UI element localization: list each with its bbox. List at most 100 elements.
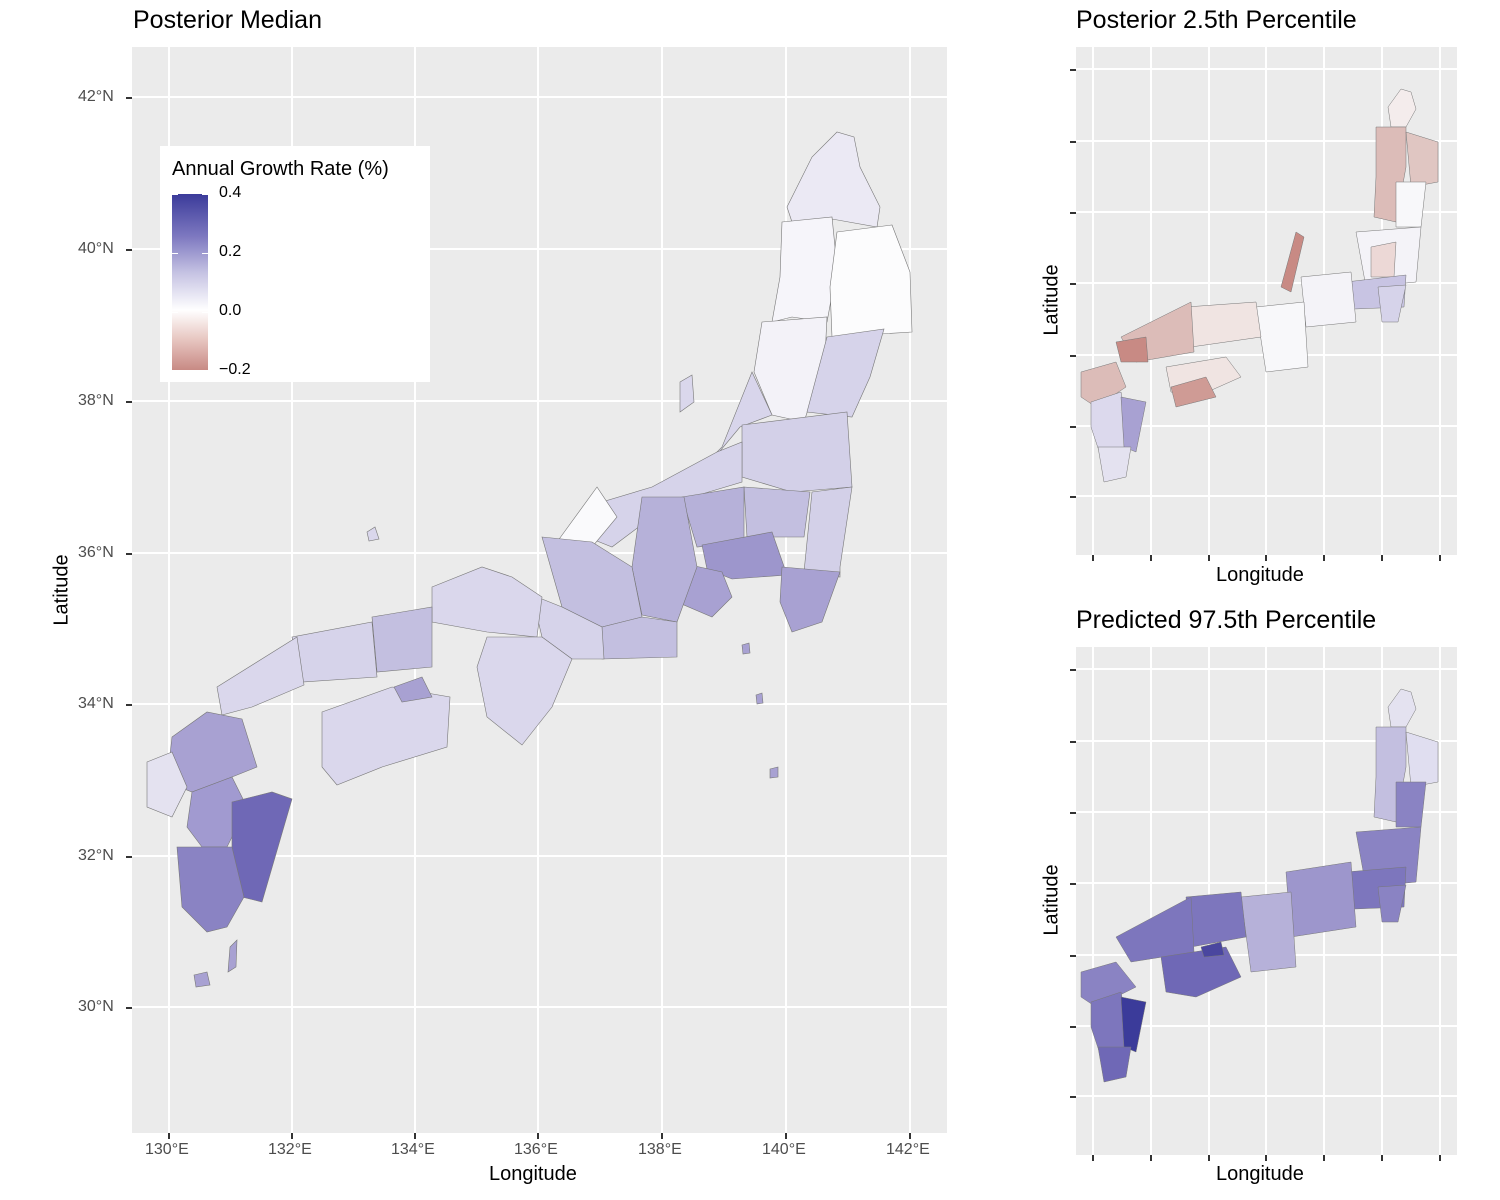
izu-island-1: [741, 642, 751, 655]
y-tick-mark: [126, 249, 132, 251]
kinki-region: [1240, 891, 1297, 973]
legend-tick-mark: [172, 194, 178, 195]
tr-y-tick-mark: [1070, 212, 1076, 214]
legend-label-mid-high: 0.2: [219, 243, 242, 260]
kinki-region: [1255, 301, 1309, 373]
y-tick-label-38n: 38°N: [78, 392, 114, 409]
y-tick-label-42n: 42°N: [78, 88, 114, 105]
miyagi-region: [806, 328, 885, 418]
saitama-tokyo-region: [701, 531, 788, 580]
legend-label-low: −0.2: [219, 361, 251, 378]
top-right-prefectures: [1080, 88, 1439, 483]
x-tick-mark: [537, 1133, 539, 1139]
tr-x-tick-mark: [1265, 555, 1267, 561]
kinki-north-region: [431, 566, 543, 638]
sado-island: [679, 374, 695, 413]
x-tick-label-134e: 134°E: [391, 1141, 435, 1158]
boso-region: [1377, 284, 1407, 323]
kochi-region: [1170, 376, 1217, 408]
br-y-tick-mark: [1070, 669, 1076, 671]
kagoshima-region: [1097, 1046, 1132, 1083]
chugoku-east-region: [371, 606, 433, 673]
top-right-x-axis-title: Longitude: [1216, 564, 1304, 586]
chugoku-west-region: [1115, 896, 1195, 963]
br-y-tick-mark: [1070, 955, 1076, 957]
y-tick-label-40n: 40°N: [78, 240, 114, 257]
br-y-tick-mark: [1070, 741, 1076, 743]
legend-label-zero: 0.0: [219, 302, 242, 319]
br-x-tick-mark: [1323, 1155, 1325, 1161]
aomori-region: [771, 216, 838, 323]
bottom-right-panel-title: Predicted 97.5th Percentile: [1076, 606, 1377, 634]
legend-tick-mark: [172, 253, 178, 254]
main-y-axis-title: Latitude: [50, 554, 73, 626]
x-tick-mark: [785, 1133, 787, 1139]
x-tick-label-130e: 130°E: [145, 1141, 189, 1158]
legend-tick-mark: [202, 253, 208, 254]
main-map-panel: Annual Growth Rate (%) 0.4 0.2 0.0 −0.2: [132, 47, 947, 1133]
color-legend: Annual Growth Rate (%) 0.4 0.2 0.0 −0.2: [160, 146, 430, 382]
x-tick-label-136e: 136°E: [514, 1141, 558, 1158]
main-prefectures: [146, 131, 913, 988]
tr-y-tick-mark: [1070, 496, 1076, 498]
niigata-region: [586, 441, 743, 548]
br-x-tick-mark: [1092, 1155, 1094, 1161]
x-tick-label-142e: 142°E: [886, 1141, 930, 1158]
fukushima-region: [741, 411, 853, 493]
miyazaki-region: [1120, 396, 1147, 453]
boso-region: [1377, 884, 1407, 923]
br-y-tick-mark: [1070, 812, 1076, 814]
tr-x-tick-mark: [1439, 555, 1441, 561]
br-x-tick-mark: [1439, 1155, 1441, 1161]
bottom-right-y-axis-title: Latitude: [1040, 864, 1063, 936]
awaji-region: [393, 676, 433, 703]
x-tick-mark: [661, 1133, 663, 1139]
br-y-tick-mark: [1070, 883, 1076, 885]
top-right-panel-title: Posterior 2.5th Percentile: [1076, 6, 1357, 34]
oki-island: [366, 526, 380, 542]
main-x-axis-title: Longitude: [489, 1163, 577, 1185]
legend-color-bar: [172, 194, 208, 370]
x-tick-mark: [291, 1133, 293, 1139]
br-y-tick-mark: [1070, 1026, 1076, 1028]
y-tick-mark: [126, 1007, 132, 1009]
tr-x-tick-mark: [1150, 555, 1152, 561]
legend-tick-mark: [202, 312, 208, 313]
kanto-east-region: [1370, 241, 1397, 278]
izu-island-2: [755, 692, 764, 705]
chugoku-east-region: [1185, 891, 1247, 948]
chubu-region: [1285, 861, 1357, 938]
x-tick-mark: [909, 1133, 911, 1139]
tr-x-tick-mark: [1092, 555, 1094, 561]
tr-y-tick-mark: [1070, 355, 1076, 357]
main-panel-title: Posterior Median: [133, 6, 322, 34]
x-tick-mark: [414, 1133, 416, 1139]
main-map-svg: [132, 47, 947, 1133]
yakushima-region: [193, 971, 211, 988]
br-y-tick-mark: [1070, 1096, 1076, 1098]
bottom-right-map-svg: [1076, 647, 1457, 1155]
br-x-tick-mark: [1381, 1155, 1383, 1161]
hokkaido-tip-region: [786, 131, 881, 228]
iwate-region: [829, 224, 913, 338]
br-x-tick-mark: [1265, 1155, 1267, 1161]
x-tick-label-132e: 132°E: [268, 1141, 312, 1158]
top-right-map-svg: [1076, 47, 1457, 555]
y-tick-mark: [126, 856, 132, 858]
y-tick-mark: [126, 97, 132, 99]
ibaraki-region: [803, 486, 853, 578]
chubu-region: [1300, 271, 1357, 328]
chiba-region: [779, 566, 841, 633]
hokkaido-tip-region: [1387, 688, 1417, 728]
tr-x-tick-mark: [1208, 555, 1210, 561]
tohoku-east-region: [1405, 131, 1439, 188]
y-tick-label-32n: 32°N: [78, 847, 114, 864]
yamaguchi-region: [1115, 336, 1149, 363]
x-tick-label-140e: 140°E: [762, 1141, 806, 1158]
kyushu-west-region: [146, 751, 188, 818]
chugoku-west-region: [216, 636, 305, 716]
top-right-map-panel: [1076, 47, 1457, 555]
hokkaido-tip-region: [1387, 88, 1417, 128]
kii-peninsula-region: [476, 636, 573, 746]
chugoku-mid-region: [291, 621, 378, 683]
